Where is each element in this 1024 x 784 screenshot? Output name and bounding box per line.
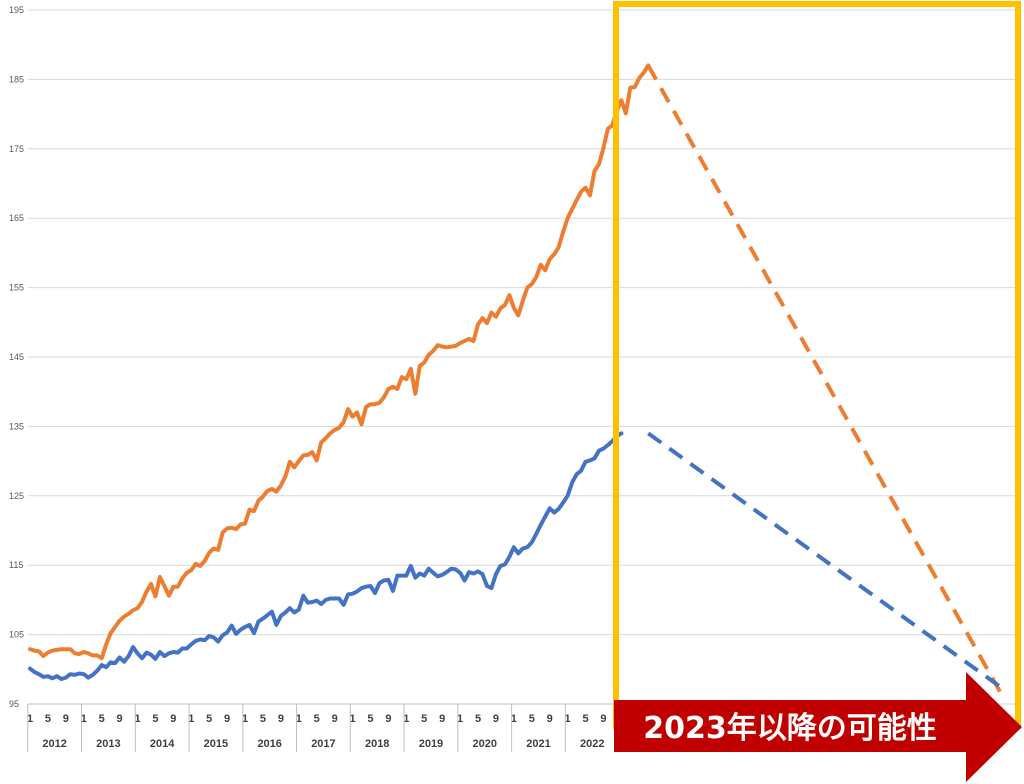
x-tick-label: 9 [332,713,338,725]
x-tick-label: 1 [349,713,355,725]
x-tick-label: 9 [439,713,445,725]
x-tick-label: 1 [81,713,87,725]
y-tick-label: 155 [9,283,24,293]
x-tick-label: 1 [27,713,33,725]
x-tick-label: 9 [385,713,391,725]
x-tick-label: 1 [457,713,463,725]
x-year-label: 2014 [150,738,175,750]
y-tick-label: 185 [9,74,24,84]
callout-label: 2023年以降の可能性 [643,711,937,746]
x-tick-label: 1 [565,713,571,725]
x-tick-label: 1 [188,713,194,725]
x-tick-label: 9 [117,713,123,725]
x-tick-label: 9 [547,713,553,725]
x-tick-label: 5 [529,713,535,725]
x-tick-label: 5 [45,713,51,725]
y-tick-label: 145 [9,352,24,362]
x-year-label: 2013 [96,738,120,750]
x-year-label: 2018 [365,738,389,750]
callout-arrow: 2023年以降の可能性 [614,672,1022,782]
x-year-label: 2016 [257,738,281,750]
x-year-label: 2017 [311,738,335,750]
x-tick-label: 1 [242,713,248,725]
series-line-orange [28,63,651,661]
x-year-label: 2020 [472,738,496,750]
x-tick-label: 5 [367,713,373,725]
x-tick-label: 9 [493,713,499,725]
y-tick-label: 105 [9,630,24,640]
x-tick-label: 5 [314,713,320,725]
x-tick-label: 5 [152,713,158,725]
y-tick-label: 165 [9,213,24,223]
x-year-label: 2019 [419,738,443,750]
x-tick-label: 1 [511,713,517,725]
y-tick-label: 195 [9,5,24,15]
x-year-label: 2022 [580,738,604,750]
gridlines [28,9,1016,705]
series-lines [28,63,651,681]
x-tick-label: 1 [296,713,302,725]
x-tick-label: 1 [403,713,409,725]
x-tick-label: 9 [170,713,176,725]
x-tick-label: 9 [278,713,284,725]
x-tick-label: 5 [260,713,266,725]
x-tick-label: 5 [582,713,588,725]
projection-lines [646,64,1005,699]
x-year-label: 2012 [42,738,66,750]
series-line-blue [28,431,624,681]
x-tick-label: 5 [421,713,427,725]
y-tick-label: 115 [9,560,23,570]
y-tick-label: 95 [9,699,19,709]
x-tick-label: 9 [600,713,606,725]
y-axis: 95 105 115 125 135 145 155 165 175 185 195 [9,5,24,709]
arrow-shape [614,672,1022,782]
x-tick-label: 5 [475,713,481,725]
x-tick-label: 5 [206,713,212,725]
projection-line-blue [647,431,1005,691]
projection-line-orange [646,64,1005,699]
y-tick-label: 175 [9,144,24,154]
x-tick-label: 1 [134,713,140,725]
y-tick-label: 125 [9,491,24,501]
x-year-label: 2021 [526,738,550,750]
x-tick-label: 5 [99,713,105,725]
x-tick-label: 9 [63,713,69,725]
y-tick-label: 135 [9,421,24,431]
x-year-label: 2015 [204,738,228,750]
x-tick-label: 9 [224,713,230,725]
